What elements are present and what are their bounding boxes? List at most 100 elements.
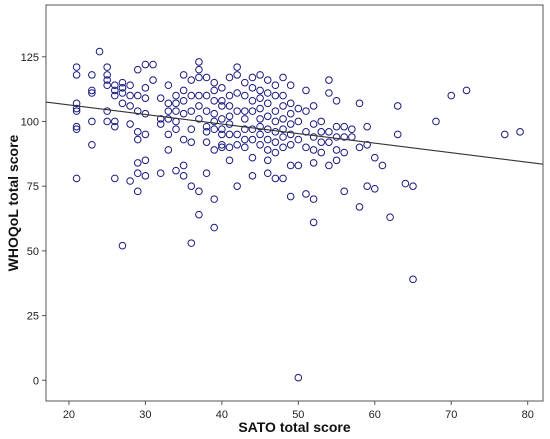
data-point (187, 182, 196, 190)
data-point (149, 76, 157, 84)
data-point (340, 133, 349, 141)
data-point (248, 153, 257, 162)
data-point (317, 148, 326, 157)
data-point (218, 130, 226, 139)
data-point (286, 120, 295, 128)
data-point (111, 81, 119, 90)
data-point (248, 125, 257, 134)
data-point (195, 187, 203, 196)
data-point (225, 91, 234, 100)
data-point (378, 161, 387, 170)
data-point (218, 115, 226, 123)
data-point (241, 78, 249, 87)
data-point (133, 128, 142, 136)
data-point (72, 104, 81, 113)
data-point (179, 109, 188, 118)
data-point (363, 122, 371, 131)
data-point (95, 47, 104, 56)
data-point (103, 81, 111, 90)
data-point (88, 140, 96, 149)
data-point (233, 182, 241, 190)
data-point (202, 138, 211, 146)
data-point (88, 89, 96, 97)
data-point (233, 140, 241, 149)
data-point (248, 107, 257, 115)
data-point (172, 99, 180, 108)
data-point (271, 138, 280, 146)
data-point (325, 161, 333, 170)
data-point (355, 99, 364, 108)
data-point (118, 78, 127, 87)
data-point (126, 102, 134, 110)
data-point (218, 84, 226, 92)
data-point (72, 125, 81, 134)
data-point (500, 130, 509, 139)
data-point (355, 143, 364, 152)
data-point (133, 107, 142, 115)
data-point (233, 71, 241, 79)
x-tick-label: 50 (292, 409, 304, 421)
y-axis-title: WHOQoL total score (5, 134, 21, 271)
data-point (286, 140, 295, 149)
x-tick-label: 40 (216, 409, 228, 421)
data-point (256, 122, 264, 131)
data-point (271, 91, 280, 100)
data-point (133, 187, 142, 196)
data-point (172, 166, 180, 175)
data-point (279, 91, 287, 100)
data-point (325, 76, 333, 84)
data-point (111, 174, 119, 183)
data-point (271, 107, 280, 115)
data-point (172, 91, 180, 100)
data-point (317, 128, 326, 136)
data-point (179, 135, 188, 144)
data-point (241, 107, 249, 115)
data-point (279, 115, 287, 123)
data-point (256, 115, 264, 123)
data-point (118, 241, 127, 250)
data-point (118, 84, 127, 92)
y-tick-label: 125 (21, 52, 39, 64)
fit-line (45, 101, 544, 165)
data-point (256, 86, 264, 95)
data-point (156, 169, 165, 178)
data-point (279, 125, 287, 134)
data-point (302, 107, 310, 115)
data-point (241, 91, 249, 100)
x-tick-label: 80 (522, 409, 534, 421)
data-point (332, 146, 341, 154)
data-point (279, 133, 287, 141)
data-point (164, 107, 173, 115)
data-point (348, 125, 356, 134)
data-point (279, 73, 287, 82)
data-point (195, 102, 203, 110)
data-point (225, 156, 234, 165)
data-point (248, 73, 257, 82)
data-point (141, 84, 150, 92)
data-point (325, 89, 333, 97)
data-point (164, 81, 173, 90)
plot-frame (45, 4, 544, 402)
data-point (233, 130, 241, 139)
data-point (210, 195, 219, 203)
data-point (294, 117, 303, 126)
data-point (179, 161, 188, 170)
data-point (309, 133, 318, 141)
data-point (210, 96, 219, 105)
data-point (294, 161, 303, 170)
x-axis-title: SATO total score (238, 419, 351, 435)
data-point (271, 81, 280, 90)
x-tick-label: 60 (369, 409, 381, 421)
data-point (309, 120, 318, 128)
data-point (332, 122, 341, 131)
x-tick-label: 70 (445, 409, 457, 421)
data-point (141, 60, 150, 69)
data-point (393, 130, 402, 139)
data-point (393, 102, 402, 110)
data-point (88, 117, 96, 126)
data-point (133, 135, 142, 144)
data-point (286, 81, 295, 90)
data-point (218, 102, 226, 110)
data-point (202, 91, 211, 100)
